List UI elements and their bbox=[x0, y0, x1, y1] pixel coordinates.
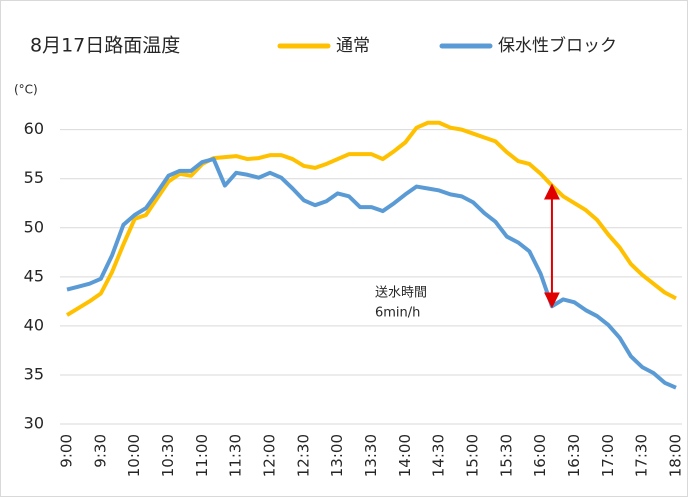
x-tick-label: 13:30 bbox=[362, 434, 380, 477]
x-tick-label: 12:30 bbox=[294, 434, 312, 477]
x-tick-label: 10:00 bbox=[125, 434, 143, 477]
x-tick-label: 17:00 bbox=[599, 434, 617, 477]
x-tick-label: 15:30 bbox=[497, 434, 515, 477]
x-tick-label: 15:00 bbox=[464, 434, 482, 477]
y-tick-label: 50 bbox=[24, 217, 44, 236]
y-tick-label: 30 bbox=[24, 414, 44, 433]
legend-label: 保水性ブロック bbox=[498, 35, 617, 56]
x-tick-label: 17:30 bbox=[633, 434, 651, 477]
legend-label: 通常 bbox=[336, 36, 370, 56]
annotation-text: 送水時間 bbox=[375, 286, 427, 301]
x-tick-label: 16:30 bbox=[565, 434, 583, 477]
line-series bbox=[66, 157, 677, 390]
y-tick-label: 35 bbox=[24, 364, 44, 383]
chart-title: 8月17日路面温度 bbox=[30, 35, 180, 57]
y-unit-label: (°C) bbox=[14, 83, 38, 97]
annotation-text: 6min/h bbox=[375, 306, 420, 321]
y-tick-label: 60 bbox=[24, 119, 44, 138]
x-tick-label: 18:00 bbox=[667, 434, 685, 477]
y-tick-label: 55 bbox=[24, 168, 44, 187]
x-tick-label: 14:00 bbox=[396, 434, 414, 477]
line-series bbox=[65, 120, 677, 317]
x-tick-label: 10:30 bbox=[159, 434, 177, 477]
x-tick-label: 9:00 bbox=[58, 434, 76, 468]
x-tick-label: 14:30 bbox=[430, 434, 448, 477]
x-tick-label: 9:30 bbox=[91, 434, 109, 468]
x-tick-label: 11:00 bbox=[193, 434, 211, 477]
x-tick-label: 11:30 bbox=[227, 434, 245, 477]
y-tick-label: 40 bbox=[24, 315, 44, 334]
x-tick-label: 13:00 bbox=[328, 434, 346, 477]
y-tick-label: 45 bbox=[24, 266, 44, 285]
legend: 通常 保水性ブロック bbox=[277, 35, 617, 56]
x-tick-label: 16:00 bbox=[531, 434, 549, 477]
x-tick-label: 12:00 bbox=[261, 434, 279, 477]
